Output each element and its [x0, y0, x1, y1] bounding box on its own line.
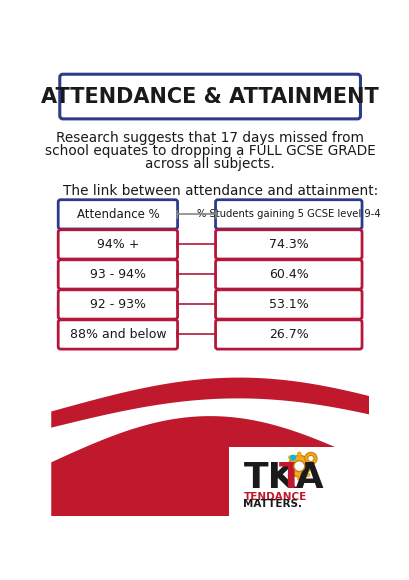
Circle shape: [289, 455, 295, 461]
Circle shape: [288, 455, 292, 460]
Text: 93 - 94%: 93 - 94%: [90, 268, 146, 281]
FancyBboxPatch shape: [215, 290, 361, 319]
Circle shape: [293, 461, 304, 472]
Circle shape: [305, 455, 310, 460]
Circle shape: [308, 464, 313, 469]
Circle shape: [296, 476, 301, 481]
Text: 94% +: 94% +: [97, 238, 139, 251]
FancyBboxPatch shape: [60, 74, 360, 119]
Text: % Students gaining 5 GCSE level 9-4: % Students gaining 5 GCSE level 9-4: [196, 209, 380, 219]
Circle shape: [288, 473, 292, 477]
Circle shape: [307, 455, 313, 462]
FancyBboxPatch shape: [58, 320, 177, 349]
Text: The link between attendance and attainment:: The link between attendance and attainme…: [63, 183, 377, 198]
Text: Research suggests that 17 days missed from: Research suggests that 17 days missed fr…: [56, 131, 363, 145]
Text: ATTENDANCE & ATTAINMENT: ATTENDANCE & ATTAINMENT: [41, 86, 378, 107]
FancyBboxPatch shape: [58, 200, 177, 229]
Circle shape: [296, 451, 301, 456]
Polygon shape: [51, 378, 368, 427]
Text: school equates to dropping a FULL GCSE GRADE: school equates to dropping a FULL GCSE G…: [45, 144, 375, 158]
FancyBboxPatch shape: [215, 230, 361, 259]
Text: T: T: [279, 461, 303, 495]
Polygon shape: [51, 403, 368, 462]
Polygon shape: [51, 366, 368, 516]
Text: TENDANCE: TENDANCE: [243, 492, 306, 502]
Text: Attendance %: Attendance %: [76, 208, 159, 221]
Polygon shape: [229, 447, 368, 516]
FancyBboxPatch shape: [215, 200, 361, 229]
Text: 74.3%: 74.3%: [268, 238, 308, 251]
Polygon shape: [51, 416, 368, 516]
Circle shape: [288, 455, 309, 477]
FancyBboxPatch shape: [58, 260, 177, 289]
FancyBboxPatch shape: [58, 290, 177, 319]
Text: TKA: TKA: [243, 461, 323, 495]
Text: 92 - 93%: 92 - 93%: [90, 298, 146, 311]
Circle shape: [284, 464, 288, 469]
FancyBboxPatch shape: [215, 260, 361, 289]
Text: MATTERS.: MATTERS.: [243, 499, 302, 509]
FancyBboxPatch shape: [58, 230, 177, 259]
Circle shape: [304, 452, 316, 465]
FancyBboxPatch shape: [215, 320, 361, 349]
Text: 53.1%: 53.1%: [268, 298, 308, 311]
Text: 26.7%: 26.7%: [268, 328, 308, 341]
Text: 88% and below: 88% and below: [70, 328, 166, 341]
Text: across all subjects.: across all subjects.: [145, 157, 274, 171]
Circle shape: [305, 473, 310, 477]
Text: 60.4%: 60.4%: [268, 268, 308, 281]
